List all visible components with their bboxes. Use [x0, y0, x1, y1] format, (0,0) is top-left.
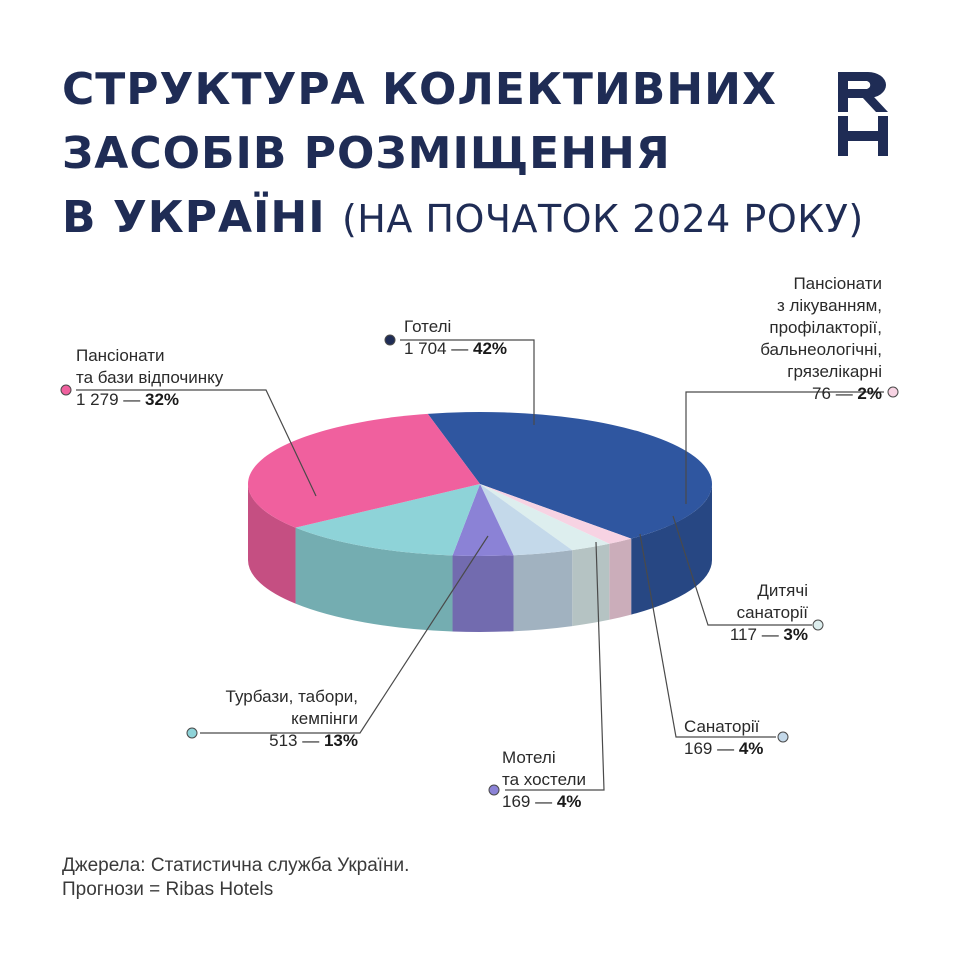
- source-line-1: Джерела: Статистична служба України.: [62, 855, 410, 876]
- leader-line-hotels: [400, 339, 535, 425]
- pie-side-6: [248, 484, 296, 604]
- label-motels-name-2: та хостели: [502, 770, 586, 789]
- label-camps-name-1: Турбази, табори,: [225, 687, 358, 706]
- pie-side-1: [609, 538, 632, 620]
- label-boarding-value: 1 279: [76, 390, 119, 409]
- label-sanatoria-percent: 4%: [738, 739, 764, 758]
- label-children-value: 117: [729, 625, 757, 644]
- page-title: СТРУКТУРА КОЛЕКТИВНИХ ЗАСОБІВ РОЗМІЩЕННЯ…: [62, 58, 864, 251]
- label-boarding-percent: 32%: [145, 390, 180, 409]
- label-boarding: Пансіонати та бази відпочинку 1 279 — 32…: [76, 346, 224, 409]
- leader-line-sanatoria: [639, 533, 776, 738]
- label-sanatoria-value: 169: [684, 739, 713, 758]
- rh-logo-icon: [838, 72, 888, 156]
- pie-side-2: [572, 543, 610, 627]
- label-camps-percent: 13%: [323, 731, 358, 750]
- label-sanatoria-name: Санаторії: [684, 717, 760, 736]
- label-motels: Мотелі та хостели 169 — 4%: [502, 748, 586, 811]
- label-treatment-name-3: профілакторії,: [769, 318, 882, 337]
- pie-side-4: [452, 555, 514, 633]
- label-hotels: Готелі 1 704 — 42%: [404, 317, 508, 358]
- leader-dot-treatment: [887, 386, 899, 398]
- label-treatment-percent: 2%: [857, 384, 882, 403]
- label-camps-name-2: кемпінги: [291, 709, 358, 728]
- leader-line-camps: [200, 535, 489, 734]
- pie-slice-3: [480, 484, 573, 556]
- label-motels-percent: 4%: [556, 792, 582, 811]
- leader-line-children: [672, 515, 812, 626]
- title-line-3-main: В УКРАЇНІ: [62, 192, 326, 243]
- label-motels-name-1: Мотелі: [502, 748, 556, 767]
- pie-side-5: [295, 527, 453, 632]
- leader-line-treatment: [685, 391, 884, 504]
- label-children-name-2: санаторії: [736, 603, 808, 622]
- label-treatment-value: 76: [812, 384, 831, 403]
- title-line-3: В УКРАЇНІ (НА ПОЧАТОК 2024 РОКУ): [62, 186, 864, 251]
- pie-slice-2: [480, 484, 610, 551]
- leader-dot-sanatoria: [777, 731, 789, 743]
- title-line-1: СТРУКТУРА КОЛЕКТИВНИХ: [62, 64, 777, 115]
- pie-slice-6: [248, 413, 480, 528]
- label-motels-value: 169: [502, 792, 531, 811]
- pie-side-3: [513, 550, 573, 632]
- pie-slice-5: [295, 484, 480, 556]
- label-boarding-name-2: та бази відпочинку: [76, 368, 224, 387]
- label-hotels-value: 1 704: [404, 339, 447, 358]
- leader-line-motels: [505, 541, 605, 791]
- label-hotels-name: Готелі: [404, 317, 452, 336]
- leader-dot-motels: [488, 784, 500, 796]
- label-treatment-name-1: Пансіонати: [793, 274, 882, 293]
- leader-line-boarding: [76, 389, 317, 497]
- leader-dot-boarding: [60, 384, 72, 396]
- label-sanatoria: Санаторії 169 — 4%: [684, 717, 764, 758]
- pie-slice-0: [427, 412, 713, 539]
- pie-slice-1: [480, 484, 632, 544]
- label-children-percent: 3%: [783, 625, 808, 644]
- label-treatment-name-2: з лікуванням,: [776, 296, 882, 315]
- leader-dot-camps: [186, 727, 198, 739]
- leader-dot-children: [812, 619, 824, 631]
- label-children-name-1: Дитячі: [757, 581, 808, 600]
- label-camps-value: 513: [269, 731, 298, 750]
- label-camps: Турбази, табори, кемпінги 513 — 13%: [225, 687, 358, 750]
- label-hotels-percent: 42%: [473, 339, 508, 358]
- pie-side-0: [631, 484, 712, 615]
- label-treatment-name-5: грязелікарні: [787, 362, 882, 381]
- title-line-2: ЗАСОБІВ РОЗМІЩЕННЯ: [62, 128, 671, 179]
- label-treatment-name-4: бальнеологічні,: [760, 340, 882, 359]
- pie-slice-4: [452, 484, 514, 557]
- leader-dot-hotels: [384, 334, 396, 346]
- label-boarding-name-1: Пансіонати: [76, 346, 165, 365]
- source-note: Джерела: Статистична служба України. Про…: [62, 854, 409, 902]
- title-subtitle: (НА ПОЧАТОК 2024 РОКУ): [341, 197, 864, 241]
- source-line-2: Прогнози = Ribas Hotels: [62, 879, 274, 900]
- label-children: Дитячі санаторії 117 — 3%: [729, 581, 808, 644]
- label-treatment: Пансіонати з лікуванням, профілакторії, …: [760, 274, 882, 403]
